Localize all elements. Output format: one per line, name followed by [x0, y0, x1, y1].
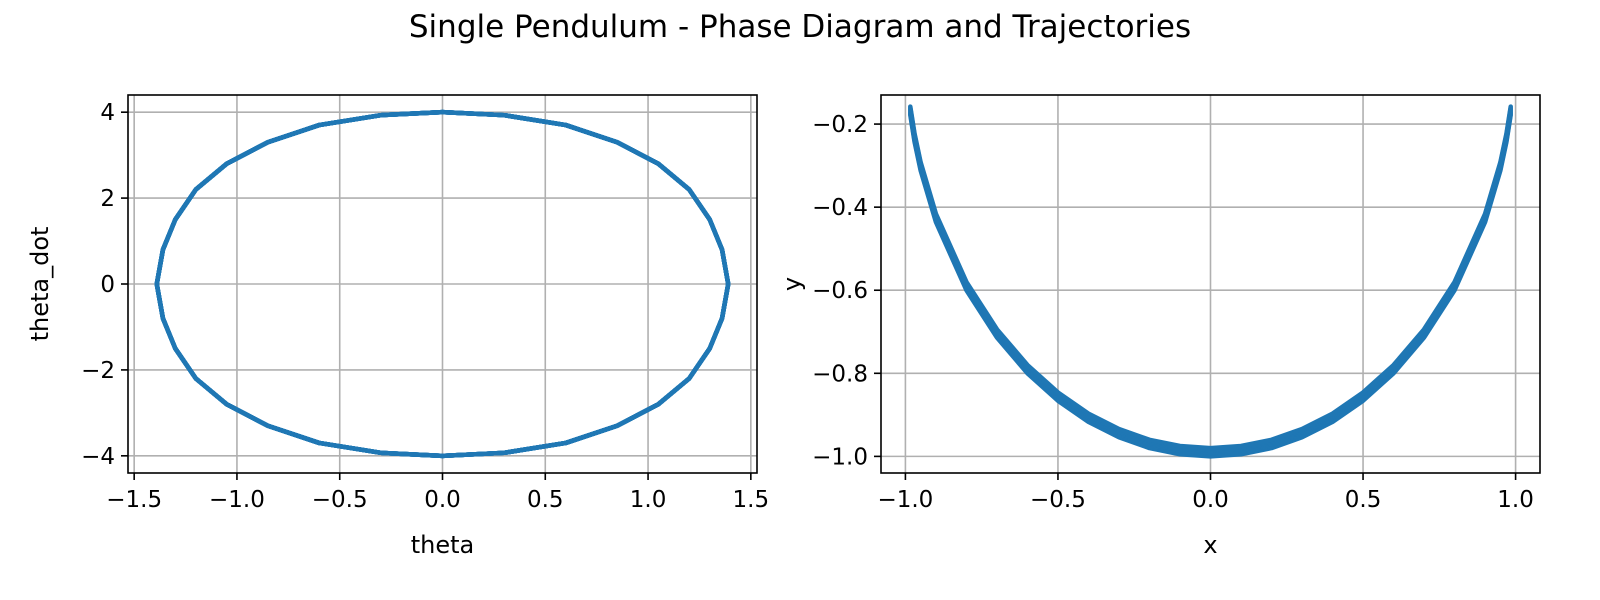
y-tick-label: −1.0	[812, 444, 868, 470]
x-tick-label: 0.5	[527, 487, 564, 513]
y-tick-label: −0.8	[812, 361, 868, 387]
x-tick-label: −0.5	[312, 487, 368, 513]
x-tick-label: −1.5	[106, 487, 162, 513]
y-tick-label: 0	[100, 272, 115, 298]
y-tick-label: 2	[100, 186, 115, 212]
x-axis-label: theta	[411, 531, 475, 559]
y-tick-label: −0.2	[812, 112, 868, 138]
x-tick-label: 0.0	[1192, 487, 1229, 513]
x-tick-label: −1.0	[877, 487, 933, 513]
x-tick-label: 0.0	[424, 487, 461, 513]
x-tick-label: −1.0	[209, 487, 265, 513]
y-tick-label: −0.6	[812, 278, 868, 304]
x-tick-label: 1.0	[1497, 487, 1534, 513]
x-tick-label: −0.5	[1030, 487, 1086, 513]
series-line	[908, 104, 1513, 451]
figure-title: Single Pendulum - Phase Diagram and Traj…	[409, 9, 1191, 45]
y-tick-label: −4	[81, 444, 115, 470]
subplot-2: −1.0 −0.5 0.0 0.5 1.0 −1.0 −0.8 −0.6 −0.4 −0.2 x y	[778, 94, 1541, 559]
x-tick-label: 0.5	[1345, 487, 1382, 513]
y-axis-label: y	[778, 277, 806, 291]
y-tick-label: −0.4	[812, 195, 868, 221]
y-axis-label: theta_dot	[26, 227, 54, 342]
subplot-1: −1.5 −1.0 −0.5 0.0 0.5 1.0 1.5 −4 −2 0 2 4 theta thet…	[26, 94, 770, 559]
series-line	[154, 109, 731, 459]
x-tick-label: 1.0	[630, 487, 667, 513]
x-axis-label: x	[1203, 531, 1217, 559]
y-tick-label: −2	[81, 358, 115, 384]
x-tick-label: 1.5	[733, 487, 770, 513]
y-tick-label: 4	[100, 100, 115, 126]
